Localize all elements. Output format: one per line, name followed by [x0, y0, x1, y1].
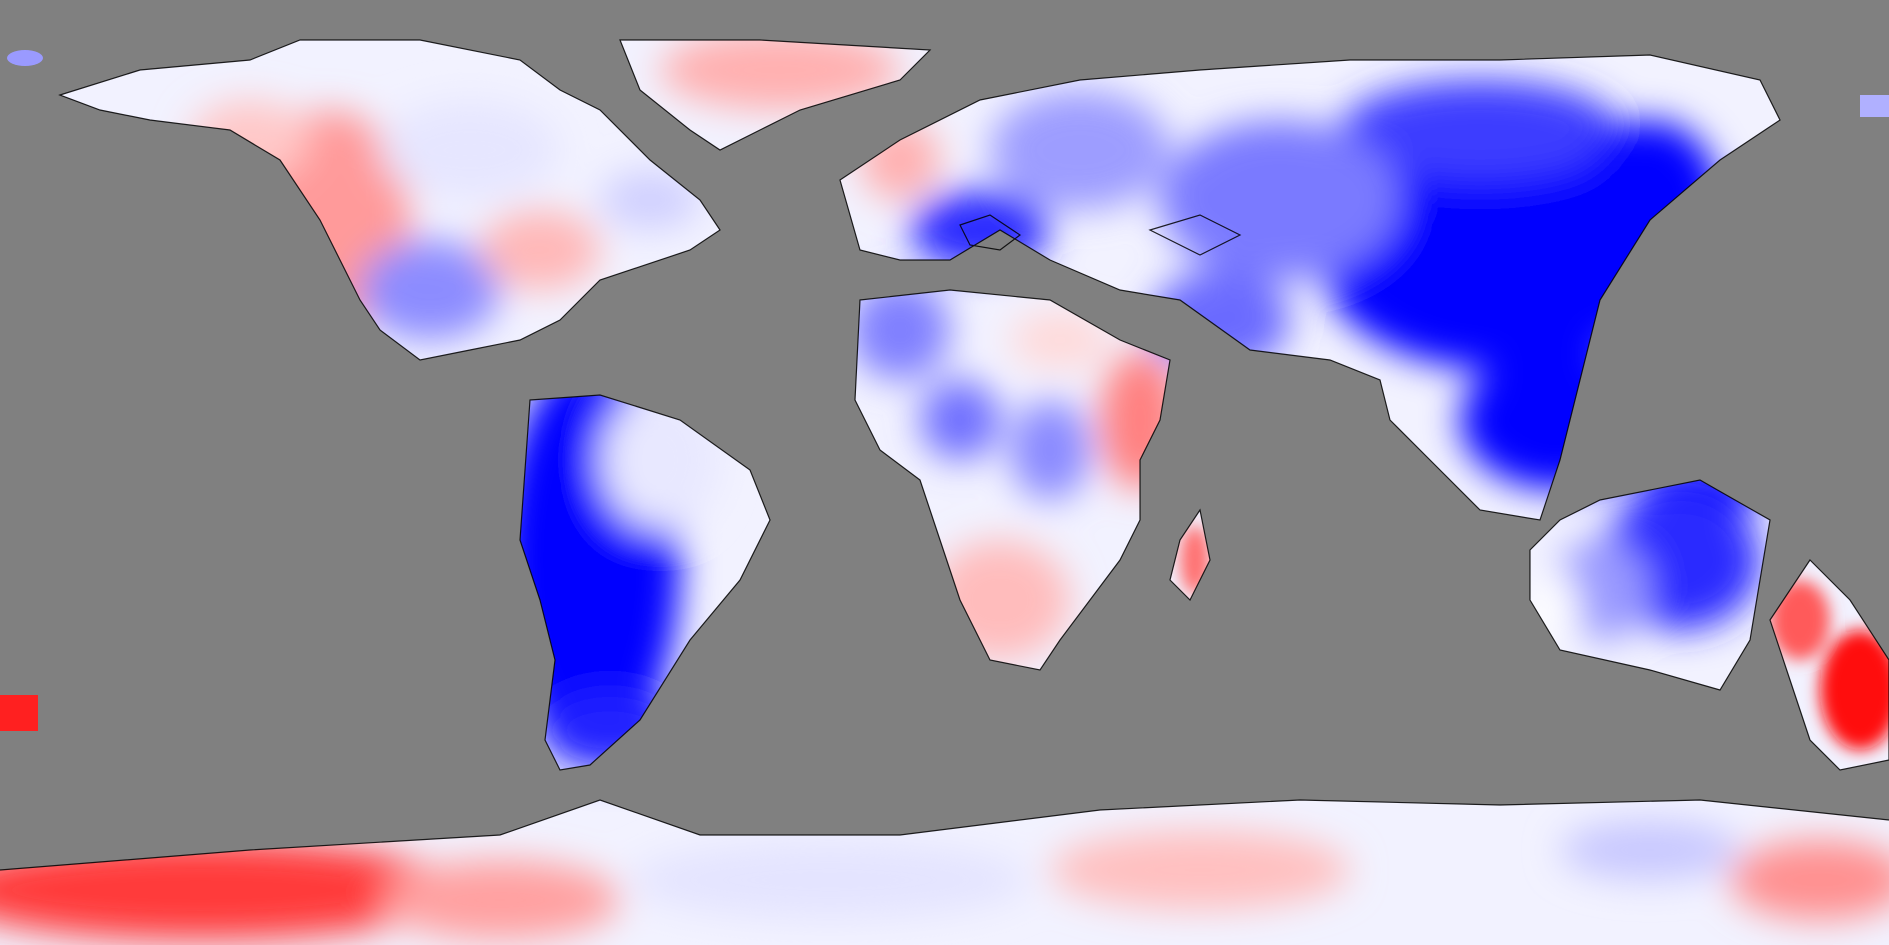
region-greenland [660, 40, 900, 110]
coastlines [0, 39, 1889, 871]
region-new-zealand [1820, 630, 1889, 750]
